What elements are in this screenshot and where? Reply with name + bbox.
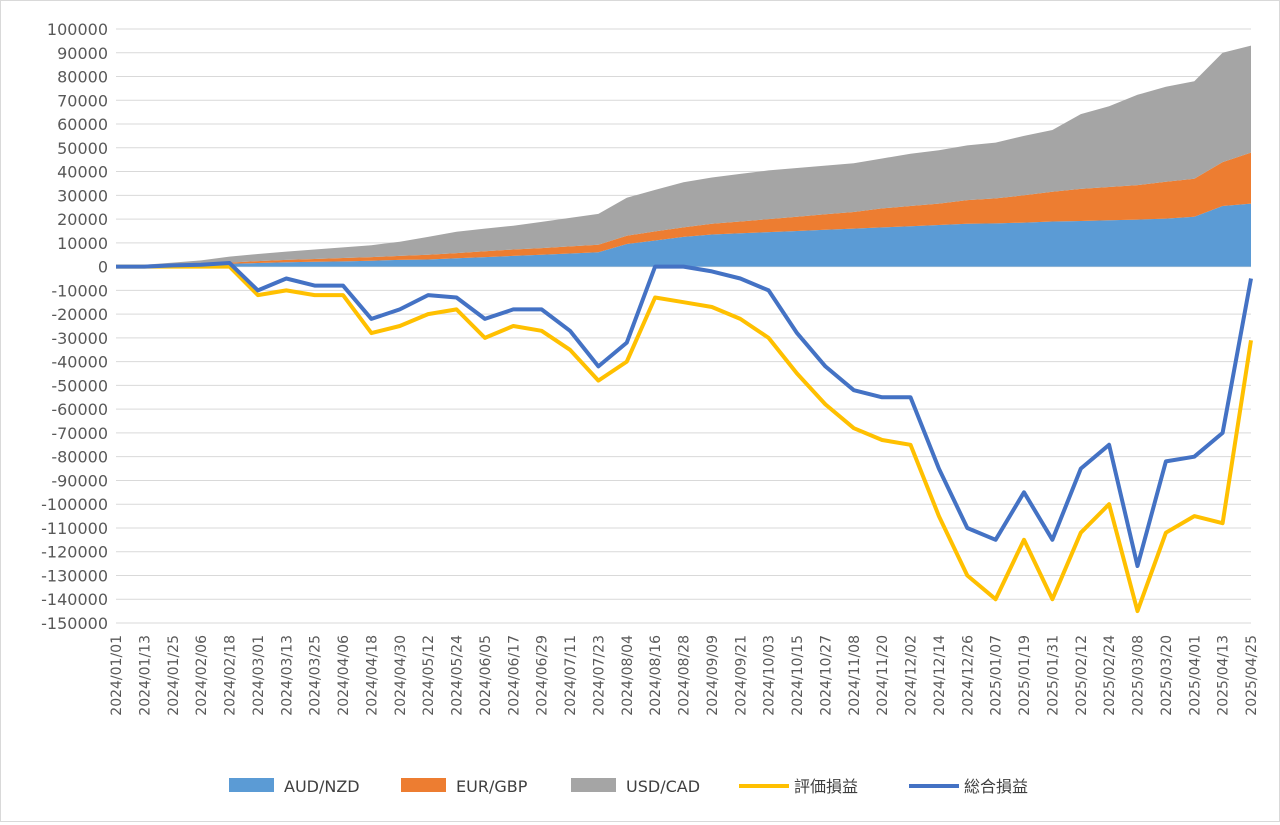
y-tick-label: 90000 — [57, 44, 108, 63]
legend-item: USD/CAD — [571, 777, 700, 796]
legend-label: EUR/GBP — [456, 777, 528, 796]
x-tick-label: 2024/06/29 — [535, 635, 551, 716]
x-tick-label: 2025/02/12 — [1074, 635, 1090, 716]
x-axis-ticks: 2024/01/01 2024/01/13 2024/01/25 2024/02/06… — [109, 635, 1260, 716]
x-tick-label: 2024/07/11 — [563, 635, 579, 716]
x-tick-label: 2025/03/08 — [1131, 635, 1147, 716]
y-tick-label: -10000 — [51, 281, 108, 300]
x-tick-label: 2024/12/02 — [904, 635, 920, 716]
x-tick-label: 2025/04/01 — [1187, 635, 1203, 716]
area-eur-gbp — [116, 152, 1251, 267]
y-tick-label: -150000 — [41, 614, 108, 633]
area-usd-cad — [116, 45, 1251, 267]
legend-label: AUD/NZD — [284, 777, 360, 796]
y-tick-label: 70000 — [57, 91, 108, 110]
y-tick-label: 0 — [98, 258, 108, 277]
y-tick-label: 60000 — [57, 115, 108, 134]
x-tick-label: 2024/06/05 — [478, 635, 494, 716]
y-tick-label: 30000 — [57, 186, 108, 205]
x-tick-label: 2024/03/01 — [251, 635, 267, 716]
y-tick-label: -90000 — [51, 471, 108, 490]
x-tick-label: 2025/04/25 — [1244, 635, 1260, 716]
x-tick-label: 2024/11/20 — [875, 635, 891, 716]
y-tick-label: -30000 — [51, 329, 108, 348]
x-tick-label: 2024/09/21 — [733, 635, 749, 716]
x-tick-label: 2024/08/28 — [677, 635, 693, 716]
y-tick-label: 10000 — [57, 234, 108, 253]
y-axis-ticks: 1000009000080000700006000050000400003000… — [41, 20, 108, 633]
legend-item: 総合損益 — [909, 777, 1028, 796]
y-tick-label: 100000 — [47, 20, 108, 39]
y-tick-label: -40000 — [51, 353, 108, 372]
x-tick-label: 2024/09/09 — [705, 635, 721, 716]
legend-item: EUR/GBP — [401, 777, 528, 796]
x-tick-label: 2024/12/14 — [932, 635, 948, 716]
x-tick-label: 2024/04/30 — [393, 635, 409, 716]
y-tick-label: -50000 — [51, 376, 108, 395]
x-tick-label: 2024/12/26 — [960, 635, 976, 716]
x-tick-label: 2024/10/15 — [790, 635, 806, 716]
x-tick-label: 2024/05/12 — [421, 635, 437, 716]
x-tick-label: 2025/04/13 — [1216, 635, 1232, 716]
valuation-pnl-line — [116, 264, 1253, 614]
x-tick-label: 2024/10/27 — [818, 635, 834, 716]
legend-item: AUD/NZD — [229, 777, 360, 796]
x-tick-label: 2024/08/04 — [620, 635, 636, 716]
y-tick-label: -140000 — [41, 590, 108, 609]
y-tick-label: -60000 — [51, 400, 108, 419]
x-tick-label: 2024/07/23 — [591, 635, 607, 716]
y-tick-label: -20000 — [51, 305, 108, 324]
y-tick-label: 40000 — [57, 163, 108, 182]
y-tick-label: 80000 — [57, 68, 108, 87]
legend-label: USD/CAD — [626, 777, 700, 796]
x-tick-label: 2025/03/20 — [1159, 635, 1175, 716]
legend: AUD/NZD EUR/GBP USD/CAD 評価損益 総合損益 — [229, 777, 1028, 796]
x-tick-label: 2024/04/06 — [336, 635, 352, 716]
y-tick-label: -110000 — [41, 519, 108, 538]
x-tick-label: 2024/03/13 — [279, 635, 295, 716]
x-tick-label: 2024/01/01 — [109, 635, 125, 716]
total-pnl-line — [116, 261, 1253, 568]
x-tick-label: 2024/01/13 — [137, 635, 153, 716]
x-tick-label: 2024/01/25 — [166, 635, 182, 716]
y-tick-label: -130000 — [41, 566, 108, 585]
x-tick-label: 2025/01/31 — [1045, 635, 1061, 716]
y-tick-label: -120000 — [41, 543, 108, 562]
legend-label: 総合損益 — [964, 777, 1028, 796]
legend-swatch — [229, 778, 274, 792]
x-tick-label: 2024/06/17 — [506, 635, 522, 716]
legend-swatch — [401, 778, 446, 792]
y-tick-label: -100000 — [41, 495, 108, 514]
legend-swatch — [571, 778, 616, 792]
x-tick-label: 2024/11/08 — [847, 635, 863, 716]
x-tick-label: 2025/01/19 — [1017, 635, 1033, 716]
legend-item: 評価損益 — [739, 777, 858, 796]
x-tick-label: 2024/10/03 — [762, 635, 778, 716]
y-tick-label: 50000 — [57, 139, 108, 158]
y-tick-label: -80000 — [51, 448, 108, 467]
x-tick-label: 2024/03/25 — [308, 635, 324, 716]
legend-label: 評価損益 — [794, 777, 858, 796]
y-tick-label: -70000 — [51, 424, 108, 443]
gridlines — [116, 28, 1251, 624]
x-tick-label: 2024/02/18 — [223, 635, 239, 716]
x-tick-label: 2024/05/24 — [450, 635, 466, 716]
x-tick-label: 2024/08/16 — [648, 635, 664, 716]
x-tick-label: 2024/04/18 — [364, 635, 380, 716]
y-tick-label: 20000 — [57, 210, 108, 229]
x-tick-label: 2025/01/07 — [989, 635, 1005, 716]
x-tick-label: 2024/02/06 — [194, 635, 210, 716]
x-tick-label: 2025/02/24 — [1102, 635, 1118, 716]
stacked-areas — [116, 45, 1251, 267]
area-aud-nzd — [116, 203, 1251, 267]
pnl-lines — [116, 261, 1253, 614]
